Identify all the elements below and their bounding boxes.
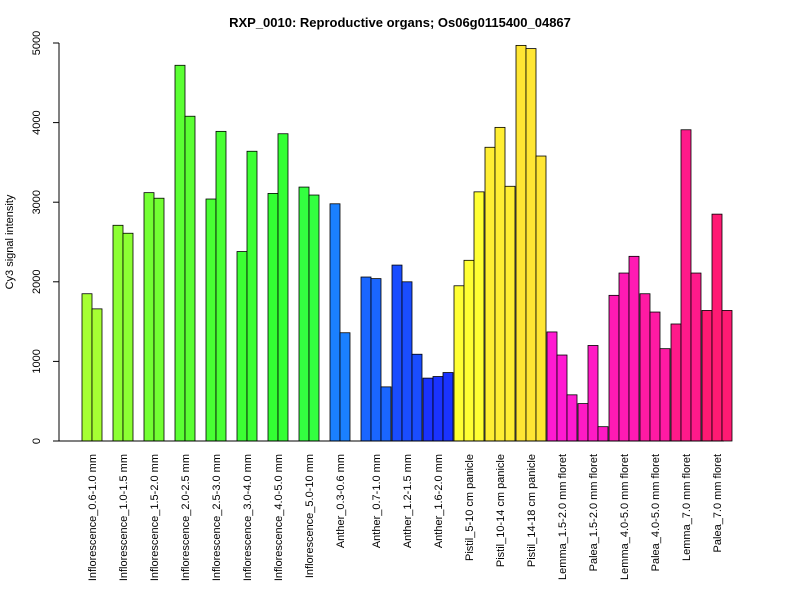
bar [380, 386, 392, 442]
bar [711, 213, 723, 442]
bar [174, 64, 186, 442]
bar [205, 198, 217, 442]
bars-layer [81, 44, 733, 442]
bar [277, 133, 289, 442]
category-label: Palea_4.0-5.0 mm floret [650, 454, 662, 571]
bar [411, 353, 423, 442]
category-label: Inflorescence_2.5-3.0 mm [211, 454, 223, 581]
bar [442, 372, 454, 442]
y-tick-label: 1000 [31, 349, 43, 373]
bar [112, 224, 124, 442]
category-label: Lemma_4.0-5.0 mm floret [619, 454, 631, 580]
bar [690, 272, 702, 442]
bar [391, 264, 403, 442]
bar [339, 332, 351, 442]
bar [267, 193, 279, 442]
category-labels: Inflorescence_0.6-1.0 mm Inflorescence_1.… [87, 454, 724, 581]
bar [597, 426, 609, 442]
bar [236, 251, 248, 442]
bar [246, 150, 258, 442]
category-label: Anther_0.3-0.6 mm [335, 454, 347, 548]
bar [360, 276, 372, 442]
bar [401, 281, 413, 442]
bar [618, 272, 630, 442]
category-label: Anther_1.6-2.0 mm [433, 454, 445, 548]
bar [659, 348, 671, 442]
bar [670, 323, 682, 442]
bar [153, 197, 165, 442]
y-axis-label: Cy3 signal intensity [4, 194, 16, 289]
bar [329, 203, 341, 442]
bar [639, 293, 651, 442]
category-label: Inflorescence_2.0-2.5 mm [180, 454, 192, 581]
bar [91, 308, 103, 442]
y-axis: 0 1000 2000 3000 4000 5000 [31, 31, 60, 444]
category-label: Inflorescence_5.0-10 mm [304, 454, 316, 578]
chart-title: RXP_0010: Reproductive organs; Os06g0115… [229, 15, 571, 30]
y-tick-label: 2000 [31, 270, 43, 294]
bar [649, 311, 661, 442]
bar [473, 191, 485, 442]
category-label: Inflorescence_1.0-1.5 mm [118, 454, 130, 581]
y-tick-label: 3000 [31, 190, 43, 214]
category-label: Inflorescence_0.6-1.0 mm [87, 454, 99, 581]
bar [546, 331, 558, 442]
category-label: Inflorescence_1.5-2.0 mm [149, 454, 161, 581]
bar [422, 377, 434, 442]
bar [504, 185, 516, 442]
category-label: Palea_1.5-2.0 mm floret [588, 454, 600, 571]
category-label: Pistil_5-10 cm panicle [464, 454, 476, 561]
bar [721, 310, 733, 442]
category-label: Palea_7.0 mm floret [712, 454, 724, 552]
bar [184, 115, 196, 442]
bar [308, 194, 320, 442]
bar [701, 310, 713, 442]
bar [556, 354, 568, 442]
bar [566, 394, 578, 442]
bar [494, 126, 506, 442]
bar [463, 259, 475, 442]
bar [628, 255, 640, 442]
y-tick-label: 4000 [31, 110, 43, 134]
bar [680, 129, 692, 442]
category-label: Lemma_1.5-2.0 mm floret [557, 454, 569, 580]
y-tick-label: 5000 [31, 31, 43, 55]
bar [453, 285, 465, 442]
bar [484, 146, 496, 442]
bar [143, 192, 155, 442]
bar [81, 293, 93, 442]
bar [608, 294, 620, 442]
bar [215, 130, 227, 442]
bar [370, 278, 382, 442]
bar [577, 403, 589, 442]
category-label: Anther_0.7-1.0 mm [371, 454, 383, 548]
category-label: Inflorescence_3.0-4.0 mm [242, 454, 254, 581]
category-label: Pistil_14-18 cm panicle [526, 454, 538, 567]
category-label: Anther_1.2-1.5 mm [402, 454, 414, 548]
bar [525, 48, 537, 442]
category-label: Pistil_10-14 cm panicle [495, 454, 507, 567]
bar [122, 232, 134, 442]
y-tick-label: 0 [31, 438, 43, 444]
category-label: Lemma_7.0 mm floret [681, 454, 693, 561]
bar [298, 186, 310, 442]
category-label: Inflorescence_4.0-5.0 mm [273, 454, 285, 581]
bar [432, 376, 444, 442]
bar [587, 345, 599, 442]
bar [535, 155, 547, 442]
bar [515, 44, 527, 442]
